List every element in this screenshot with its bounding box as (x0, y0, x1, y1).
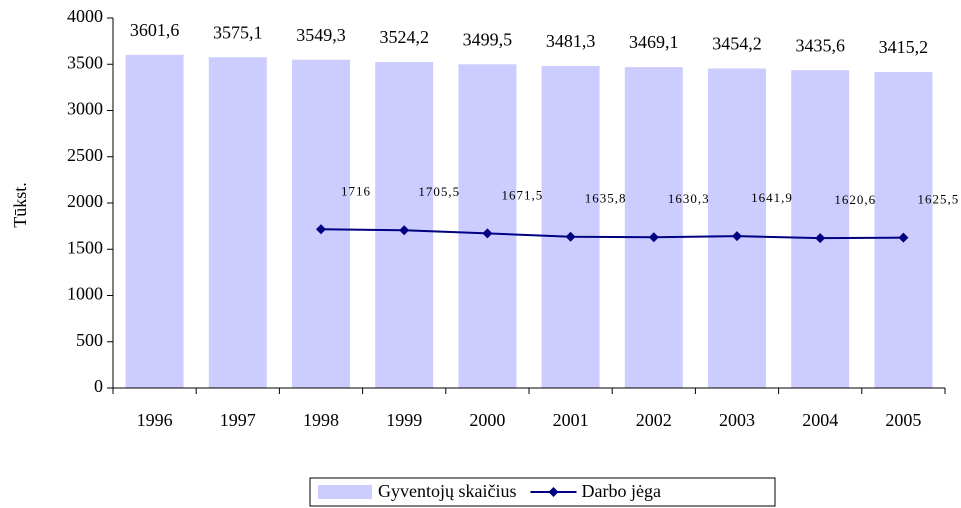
legend-label: Darbo jėga (581, 481, 660, 501)
x-tick-label: 1999 (386, 410, 422, 430)
bar-value-label: 3575,1 (213, 22, 263, 42)
x-tick-label: 1996 (137, 410, 173, 430)
y-tick-label: 3000 (67, 99, 103, 119)
x-tick-label: 1998 (303, 410, 339, 430)
x-tick-label: 2005 (885, 410, 921, 430)
y-tick-label: 1500 (67, 237, 103, 257)
y-tick-label: 2000 (67, 191, 103, 211)
x-tick-label: 2004 (802, 410, 838, 430)
line-marker (482, 228, 493, 239)
bar-value-label: 3601,6 (130, 20, 180, 40)
y-tick-label: 2500 (67, 145, 103, 165)
line-marker (565, 231, 576, 242)
x-tick-label: 2000 (469, 410, 505, 430)
legend-label: Gyventojų skaičius (378, 481, 516, 501)
bar-value-label: 3499,5 (463, 29, 513, 49)
bar-value-label: 3454,2 (712, 34, 762, 54)
y-tick-label: 3500 (67, 52, 103, 72)
bar-value-label: 3415,2 (879, 37, 929, 57)
legend-swatch (318, 485, 372, 499)
line-value-label: 1635,8 (585, 191, 627, 206)
y-tick-label: 4000 (67, 6, 103, 26)
line-marker (898, 232, 909, 243)
line (320, 228, 904, 240)
bar (541, 65, 600, 389)
line-marker (316, 224, 326, 235)
x-tick-label: 2003 (719, 410, 755, 430)
bar-value-label: 3524,2 (379, 27, 429, 47)
bar (708, 68, 766, 388)
x-tick-label: 2001 (553, 410, 589, 430)
line-value-label: 1705,5 (418, 184, 460, 199)
y-tick-label: 0 (94, 376, 103, 396)
bar (375, 62, 434, 388)
line-value-label: 1641,9 (751, 190, 793, 205)
line-value-label: 1620,6 (834, 192, 876, 207)
line-marker (399, 225, 410, 236)
bar (292, 59, 350, 388)
bar (458, 64, 517, 388)
x-tick-label: 2002 (636, 410, 672, 430)
bar-value-label: 3469,1 (629, 32, 679, 52)
bar-value-label: 3435,6 (795, 35, 845, 55)
bar-value-label: 3549,3 (296, 25, 346, 45)
line-marker (815, 233, 826, 244)
x-tick-label: 1997 (220, 410, 256, 430)
bar (624, 67, 683, 389)
line-marker (732, 231, 742, 242)
y-axis-label: Tūkst. (10, 182, 30, 228)
line-marker (648, 232, 659, 243)
legend-swatch-marker (548, 487, 559, 497)
bar (125, 54, 184, 389)
y-tick-label: 500 (76, 330, 103, 350)
bar (874, 72, 933, 389)
line-value-label: 1671,5 (502, 187, 544, 202)
line-value-label: 1716 (341, 183, 371, 198)
bar (208, 57, 267, 388)
bar-value-label: 3481,3 (546, 31, 596, 51)
bar (791, 70, 850, 388)
y-tick-label: 1000 (67, 284, 103, 304)
line-value-label: 1625,5 (918, 192, 960, 207)
line-value-label: 1630,3 (668, 191, 710, 206)
